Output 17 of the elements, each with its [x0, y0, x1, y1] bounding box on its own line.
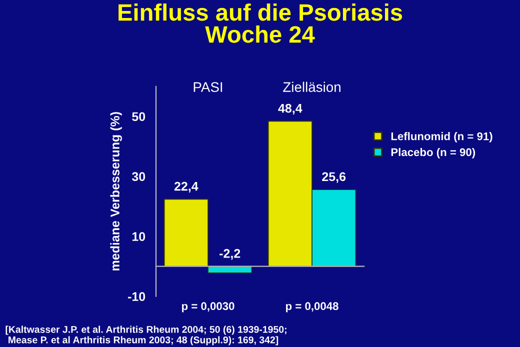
chart-title: Einfluss auf die Psoriasis Woche 24	[118, 3, 402, 43]
y-tick-label: 50	[132, 112, 146, 122]
y-tick-label: 10	[132, 232, 146, 242]
text: p = 0,0048	[286, 302, 338, 312]
legend-label: Placebo (n = 90)	[391, 148, 476, 158]
legend-label: Leflunomid (n = 91)	[391, 132, 492, 142]
text: p = 0,0030	[182, 302, 234, 312]
text: [Kaltwasser J.P. et al. Arthritis Rheum 2004; 50 (6) 1939-1950; Mease P. et al Arthritis Rheum 2003; 48 (Suppl.9): 169, 342]	[6, 326, 286, 346]
y-tick-label: -10	[128, 292, 146, 301]
data-label: 22,4	[174, 182, 198, 193]
data-label: -2,2	[220, 249, 240, 260]
y-axis-title: mediane Verbesserung (%)	[110, 112, 122, 270]
y-tick-label: 30	[132, 172, 146, 182]
x-tick-label: PASI	[194, 82, 222, 92]
data-label: 48,4	[278, 104, 302, 115]
data-label: 25,6	[322, 172, 346, 183]
x-tick-label: Zielläsion	[283, 82, 340, 92]
